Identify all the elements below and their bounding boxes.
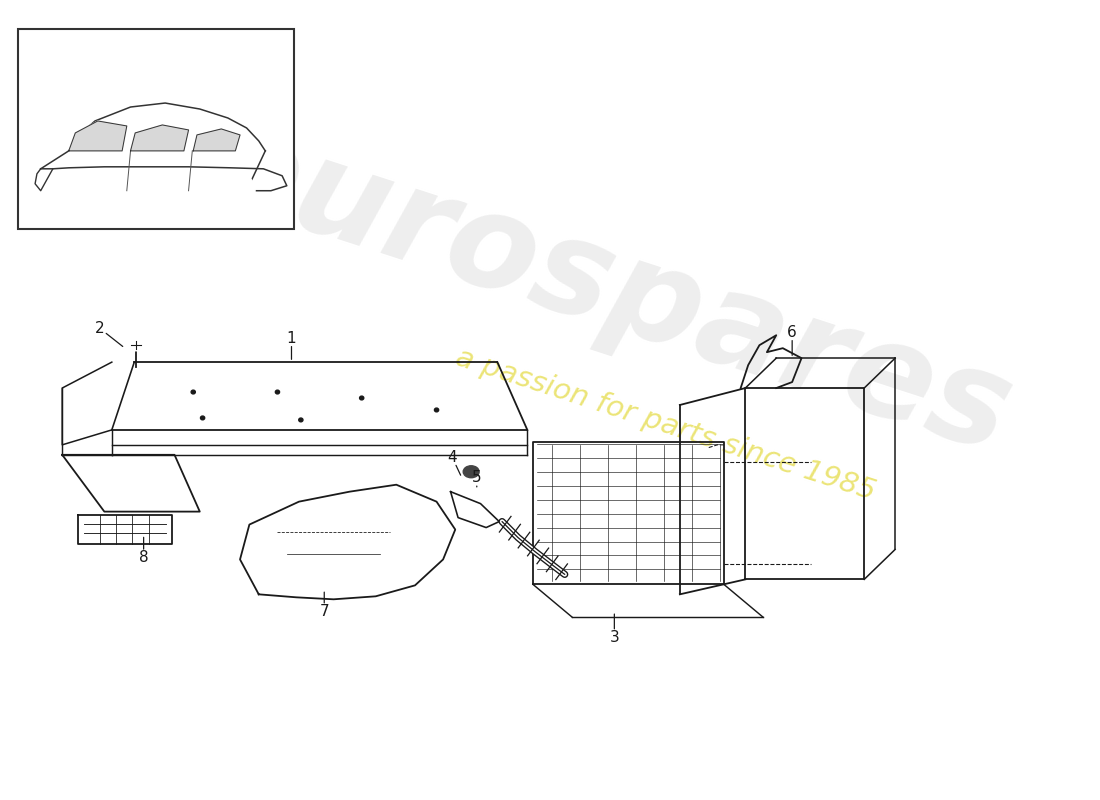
Text: 8: 8 bbox=[139, 550, 148, 565]
Text: 6: 6 bbox=[788, 325, 798, 340]
Ellipse shape bbox=[130, 340, 142, 350]
Text: a passion for parts since 1985: a passion for parts since 1985 bbox=[452, 344, 879, 506]
Text: 7: 7 bbox=[319, 604, 329, 618]
Text: 4: 4 bbox=[448, 450, 458, 466]
Ellipse shape bbox=[200, 416, 205, 420]
Polygon shape bbox=[194, 129, 240, 151]
Polygon shape bbox=[69, 121, 126, 151]
Ellipse shape bbox=[458, 461, 485, 482]
Ellipse shape bbox=[360, 396, 364, 400]
Ellipse shape bbox=[434, 408, 439, 412]
Ellipse shape bbox=[77, 172, 117, 210]
Text: 1: 1 bbox=[287, 330, 296, 346]
Ellipse shape bbox=[197, 413, 209, 423]
Text: 2: 2 bbox=[95, 321, 104, 336]
Ellipse shape bbox=[226, 181, 245, 201]
Ellipse shape bbox=[87, 181, 107, 201]
Text: 5: 5 bbox=[472, 470, 482, 486]
Ellipse shape bbox=[191, 390, 196, 394]
Ellipse shape bbox=[430, 405, 442, 415]
Ellipse shape bbox=[216, 172, 255, 210]
Ellipse shape bbox=[275, 390, 279, 394]
Text: eurospares: eurospares bbox=[194, 101, 1026, 480]
Ellipse shape bbox=[295, 414, 307, 426]
Ellipse shape bbox=[187, 386, 199, 398]
Ellipse shape bbox=[299, 418, 303, 422]
Ellipse shape bbox=[463, 466, 480, 478]
Polygon shape bbox=[131, 125, 188, 151]
Ellipse shape bbox=[355, 393, 367, 403]
Bar bbox=[19, 30, 295, 229]
Ellipse shape bbox=[272, 386, 284, 398]
Text: 3: 3 bbox=[609, 630, 619, 645]
